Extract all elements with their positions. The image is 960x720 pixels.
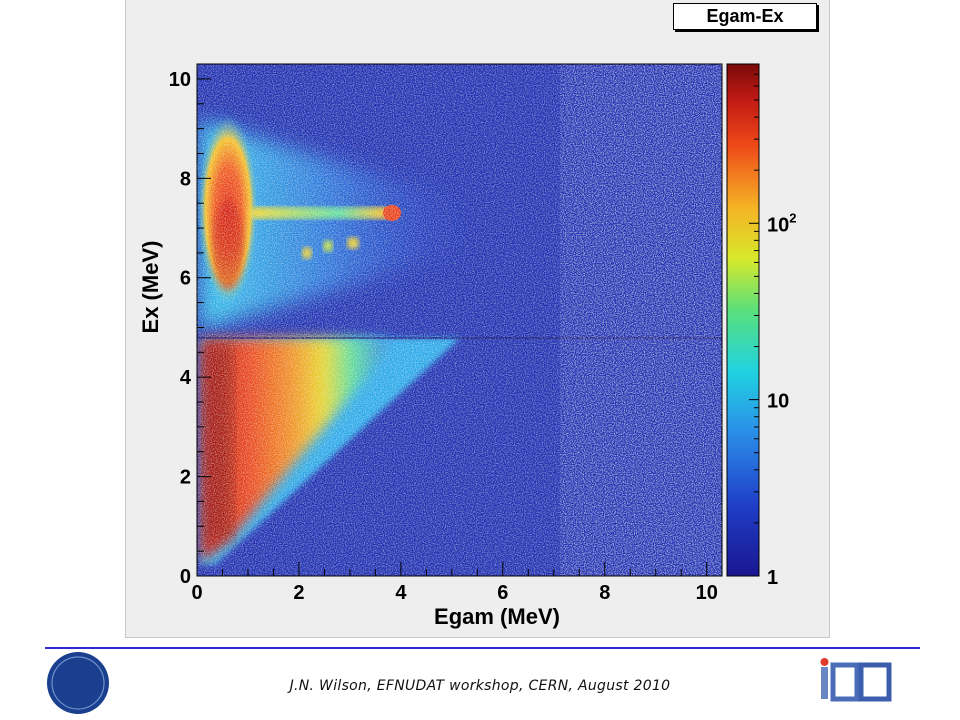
ipn-logo-dot [820,658,829,666]
x-tick-label: 2 [293,582,304,604]
plot-frame [196,63,723,577]
color-scale-tick-label: 1 [767,567,778,589]
ipn-logo-n-shape [858,662,892,702]
color-scale-bar [727,64,759,576]
x-tick-label: 10 [696,582,718,604]
cnrs-logo [47,652,109,714]
x-tick-label: 0 [191,582,202,604]
ipn-logo-p-shape [830,662,860,702]
x-axis-label: Egam (MeV) [434,604,560,629]
histogram-name-box: Egam-Ex [673,3,817,30]
y-tick-label: 8 [180,168,191,190]
x-tick-label: 4 [395,582,407,604]
cnrs-logo-ring [51,656,105,710]
color-scale-tick-label: 10 [767,391,789,413]
footer-credit: J.N. Wilson, EFNUDAT workshop, CERN, Aug… [289,678,671,694]
x-tick-label: 6 [497,582,508,604]
y-axis: 0 2 4 6 8 10 [169,69,211,588]
y-tick-label: 6 [180,268,191,290]
ipn-logo-bar [821,667,828,699]
color-scale-tick-label: 102 [767,210,796,236]
y-tick-label: 10 [169,69,191,91]
y-tick-label: 2 [180,467,191,489]
x-axis: 0 2 4 6 8 10 [191,562,718,604]
cnrs-logo-disc [47,652,109,714]
heatmap-area [197,64,722,576]
x-tick-label: 8 [599,582,610,604]
y-axis-label: Ex (MeV) [138,241,163,334]
color-scale-axis: 1 10 102 [749,63,796,589]
color-scale-tick-exponent: 2 [789,210,796,225]
ipn-logo [820,658,892,702]
footer-divider [45,647,920,649]
color-scale-frame [726,63,760,577]
y-tick-label: 0 [180,566,191,588]
y-tick-label: 4 [180,367,192,389]
heatmap-speckle-right [560,64,722,576]
